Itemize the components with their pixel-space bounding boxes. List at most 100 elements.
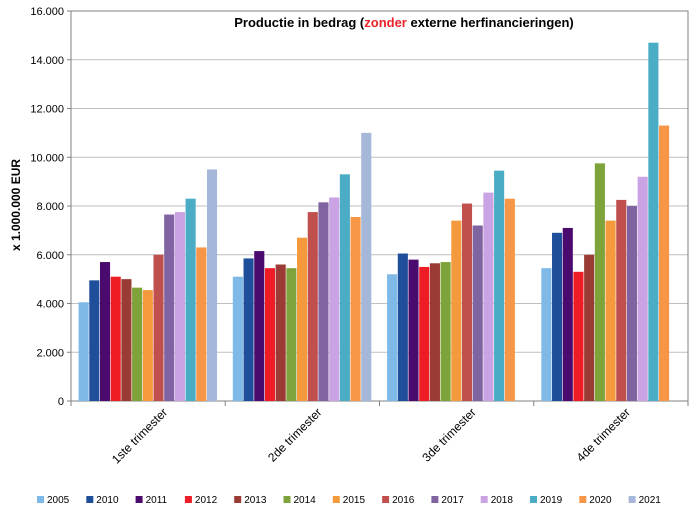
bar bbox=[232, 276, 243, 401]
bar bbox=[605, 220, 616, 401]
y-tick-label: 14.000 bbox=[30, 55, 64, 67]
legend-item: 2015 bbox=[332, 495, 366, 506]
bar bbox=[243, 258, 254, 401]
chart-title-part1: Productie in bedrag ( bbox=[234, 15, 365, 30]
legend-label: 2017 bbox=[441, 495, 464, 506]
bar bbox=[408, 259, 419, 401]
bar bbox=[164, 214, 175, 401]
bar bbox=[451, 220, 462, 401]
y-tick-label: 12.000 bbox=[30, 104, 64, 116]
legend-item: 2014 bbox=[283, 495, 317, 506]
legend-swatch bbox=[234, 496, 242, 503]
bar bbox=[142, 290, 153, 401]
legend-swatch bbox=[332, 496, 340, 503]
bar bbox=[132, 287, 143, 401]
bar bbox=[472, 225, 483, 401]
bar bbox=[637, 176, 648, 401]
bar bbox=[339, 174, 350, 401]
legend-item: 2013 bbox=[234, 495, 267, 506]
chart-title-highlight: zonder bbox=[364, 15, 407, 30]
bar bbox=[483, 192, 494, 401]
category-label: 2de trimester bbox=[265, 405, 324, 464]
bar bbox=[89, 280, 100, 401]
bar bbox=[584, 254, 595, 401]
bar bbox=[254, 251, 265, 401]
legend-label: 2005 bbox=[47, 495, 70, 506]
y-tick-label: 6.000 bbox=[36, 250, 64, 262]
legend-item: 2021 bbox=[628, 495, 662, 506]
legend-swatch bbox=[431, 496, 439, 503]
legend-item: 2018 bbox=[480, 495, 513, 506]
bar bbox=[626, 206, 638, 401]
y-axis-label: x 1.000.000 EUR bbox=[9, 159, 23, 251]
y-tick-label: 2.000 bbox=[36, 347, 64, 359]
bar bbox=[419, 266, 430, 401]
legend-label: 2013 bbox=[244, 495, 267, 506]
bar bbox=[185, 198, 196, 401]
bar bbox=[648, 42, 659, 401]
bar bbox=[264, 268, 276, 401]
legend-item: 2020 bbox=[579, 495, 612, 506]
legend-item: 2010 bbox=[86, 495, 119, 506]
legend-label: 2021 bbox=[639, 495, 662, 506]
bar bbox=[494, 170, 505, 401]
legend-label: 2010 bbox=[96, 495, 119, 506]
bar bbox=[110, 276, 121, 401]
bar bbox=[153, 254, 164, 401]
legend-item: 2005 bbox=[37, 495, 70, 506]
plot-area: 0 2.000 4.000 6.000 8.000 10.000 12.000 14.000 1… bbox=[30, 6, 689, 467]
legend-label: 2014 bbox=[294, 495, 317, 506]
legend-label: 2011 bbox=[146, 495, 168, 506]
bar bbox=[350, 216, 361, 401]
y-tick-label: 16.000 bbox=[30, 6, 64, 18]
legend-swatch bbox=[184, 496, 192, 503]
bar bbox=[440, 262, 451, 401]
y-tick-label: 8.000 bbox=[36, 201, 64, 213]
legend-item: 2012 bbox=[184, 495, 218, 506]
bar bbox=[206, 169, 218, 401]
bar bbox=[78, 302, 89, 401]
legend-swatch bbox=[37, 496, 44, 503]
bar bbox=[429, 263, 440, 401]
legend-swatch bbox=[628, 496, 636, 503]
category-label: 1ste trimester bbox=[109, 405, 170, 466]
legend-label: 2012 bbox=[195, 495, 218, 506]
bar bbox=[297, 237, 308, 401]
legend-swatch bbox=[135, 496, 143, 503]
legend-swatch bbox=[480, 496, 488, 503]
bar bbox=[594, 163, 605, 401]
bar bbox=[318, 202, 329, 401]
bar bbox=[329, 197, 340, 401]
chart-title: Productie in bedrag (zonder externe herf… bbox=[234, 15, 574, 30]
legend-label: 2019 bbox=[540, 495, 563, 506]
legend-swatch bbox=[530, 496, 537, 503]
bar bbox=[286, 268, 297, 401]
legend-swatch bbox=[86, 496, 94, 503]
legend-item: 2017 bbox=[431, 495, 464, 506]
category-label: 3de trimester bbox=[419, 405, 478, 464]
bar bbox=[275, 264, 286, 401]
bar bbox=[121, 279, 132, 401]
y-tick-label: 10.000 bbox=[30, 152, 64, 164]
category-label: 4de trimester bbox=[574, 405, 633, 464]
y-tick-label: 4.000 bbox=[36, 299, 64, 311]
bar bbox=[461, 203, 473, 401]
bar bbox=[616, 199, 627, 401]
legend-item: 2019 bbox=[530, 495, 563, 506]
bar bbox=[99, 262, 111, 401]
legend-item: 2016 bbox=[382, 495, 415, 506]
bar bbox=[387, 274, 398, 401]
legend-label: 2015 bbox=[343, 495, 366, 506]
bar bbox=[397, 253, 408, 401]
bar bbox=[562, 227, 573, 401]
bar bbox=[196, 247, 207, 401]
legend: 2005 2010 2011 2012 2013 2014 2015 2016 2017 2018… bbox=[37, 495, 661, 506]
bar bbox=[361, 132, 372, 401]
bar bbox=[573, 271, 584, 401]
legend-swatch bbox=[283, 496, 291, 503]
bar bbox=[307, 212, 318, 401]
bar bbox=[541, 268, 552, 401]
bar bbox=[552, 232, 563, 401]
